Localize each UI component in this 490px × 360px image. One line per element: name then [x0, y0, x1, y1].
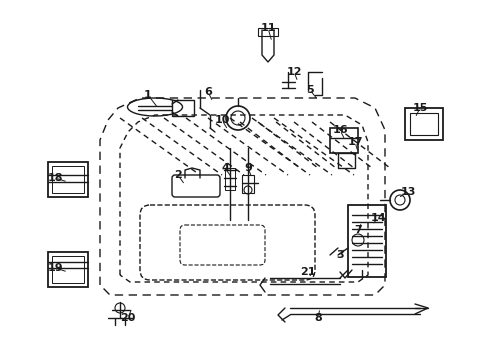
Text: 15: 15 [412, 103, 428, 113]
Text: 21: 21 [300, 267, 316, 277]
Bar [405, 108, 443, 140]
Bar [242, 175, 254, 193]
Bar [48, 252, 88, 287]
Text: 17: 17 [347, 137, 363, 147]
Bar [52, 256, 84, 283]
Text: 13: 13 [400, 187, 416, 197]
Text: 3: 3 [336, 250, 344, 260]
Text: 5: 5 [306, 85, 314, 95]
Bar [258, 28, 278, 36]
Text: 18: 18 [47, 173, 63, 183]
Bar [348, 205, 386, 277]
Text: 1: 1 [144, 90, 152, 100]
Text: 4: 4 [221, 163, 229, 173]
Bar [225, 168, 235, 190]
Text: 7: 7 [354, 225, 362, 235]
Text: 19: 19 [47, 263, 63, 273]
Bar [48, 162, 88, 197]
Text: 12: 12 [286, 67, 302, 77]
Text: 2: 2 [174, 170, 182, 180]
Bar [410, 113, 438, 135]
Bar [52, 166, 84, 193]
Bar [172, 100, 194, 116]
Text: 20: 20 [121, 313, 136, 323]
Text: 11: 11 [260, 23, 276, 33]
Text: 14: 14 [370, 213, 386, 223]
Text: 8: 8 [314, 313, 322, 323]
Text: 9: 9 [244, 163, 252, 173]
Text: 6: 6 [204, 87, 212, 97]
Text: 10: 10 [214, 115, 230, 125]
Text: 16: 16 [332, 125, 348, 135]
Bar [330, 128, 358, 153]
